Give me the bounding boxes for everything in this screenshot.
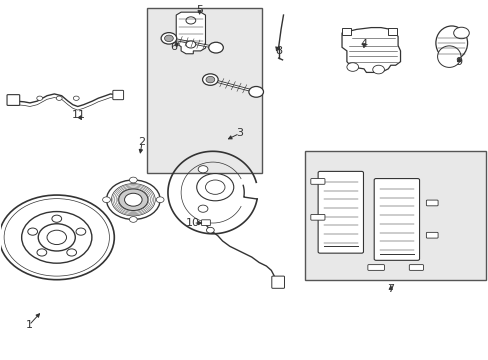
Text: 1: 1 [25, 320, 32, 330]
Circle shape [37, 249, 47, 256]
Circle shape [185, 41, 195, 48]
FancyBboxPatch shape [426, 232, 437, 238]
Circle shape [119, 189, 148, 211]
Bar [147, 8, 261, 173]
FancyBboxPatch shape [201, 220, 210, 226]
FancyBboxPatch shape [373, 179, 419, 260]
Bar [305, 151, 485, 280]
Circle shape [372, 65, 384, 74]
FancyBboxPatch shape [318, 171, 363, 253]
Bar [341, 28, 350, 35]
Text: 11: 11 [72, 111, 85, 121]
Circle shape [248, 86, 263, 97]
FancyBboxPatch shape [426, 200, 437, 206]
Text: 6: 6 [170, 42, 177, 52]
Circle shape [56, 96, 62, 100]
Bar [387, 28, 396, 35]
Circle shape [156, 197, 163, 203]
FancyBboxPatch shape [310, 215, 325, 220]
Circle shape [28, 228, 38, 235]
Circle shape [73, 96, 79, 100]
Circle shape [47, 230, 66, 244]
Circle shape [102, 197, 110, 203]
FancyBboxPatch shape [271, 276, 284, 288]
Text: 8: 8 [275, 46, 282, 56]
Text: 4: 4 [360, 39, 367, 49]
Text: 7: 7 [386, 284, 393, 294]
Circle shape [208, 42, 223, 53]
Circle shape [164, 35, 173, 41]
Circle shape [453, 27, 468, 39]
Circle shape [52, 215, 61, 222]
Polygon shape [176, 12, 205, 54]
Text: 2: 2 [138, 138, 145, 147]
FancyBboxPatch shape [310, 179, 325, 184]
Ellipse shape [437, 46, 460, 67]
Circle shape [185, 17, 195, 24]
Circle shape [76, 228, 85, 235]
FancyBboxPatch shape [408, 265, 423, 270]
Text: 3: 3 [236, 129, 243, 138]
Circle shape [202, 74, 218, 85]
Circle shape [67, 249, 77, 256]
Circle shape [346, 63, 358, 71]
Circle shape [196, 174, 233, 201]
Circle shape [206, 227, 214, 233]
Circle shape [205, 76, 214, 83]
Circle shape [37, 96, 42, 100]
Polygon shape [341, 28, 400, 72]
Circle shape [129, 217, 137, 222]
Circle shape [124, 193, 142, 206]
Text: 5: 5 [196, 5, 203, 15]
Text: 9: 9 [454, 57, 462, 67]
Circle shape [161, 33, 176, 44]
Circle shape [129, 177, 137, 183]
Circle shape [38, 224, 75, 251]
Circle shape [198, 205, 207, 212]
Text: 10: 10 [186, 218, 200, 228]
FancyBboxPatch shape [7, 95, 20, 105]
Circle shape [111, 184, 155, 216]
FancyBboxPatch shape [113, 90, 123, 100]
Circle shape [205, 180, 224, 194]
Ellipse shape [435, 26, 467, 60]
Circle shape [106, 180, 160, 220]
Circle shape [198, 166, 207, 173]
FancyBboxPatch shape [367, 265, 384, 270]
